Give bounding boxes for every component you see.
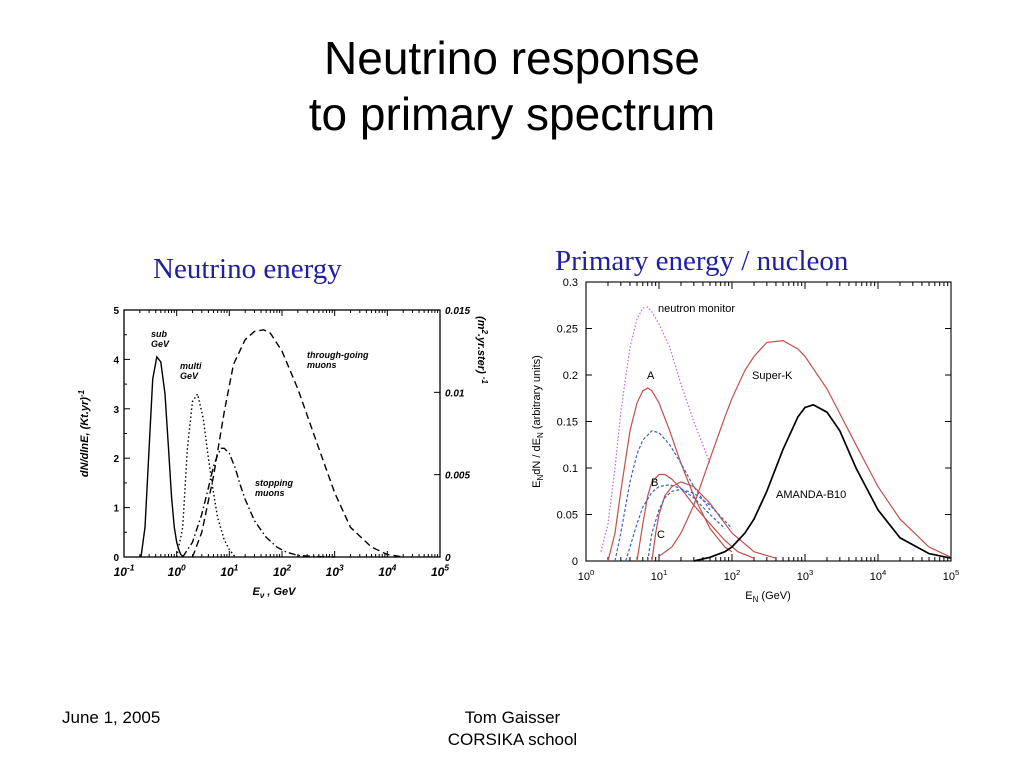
x-tick-label: 100 — [578, 568, 595, 583]
curve-label-super-k: Super-K — [752, 370, 793, 382]
y-tick-label: 2 — [113, 454, 119, 465]
series-line-a — [607, 387, 733, 562]
y-tick-label: 0.2 — [563, 370, 578, 382]
y-tick-label: 5 — [113, 306, 119, 317]
caption-primary-energy: Primary energy / nucleon — [555, 245, 849, 277]
y-tick-label: 0.25 — [557, 324, 578, 336]
x-tick-label: 103 — [326, 563, 344, 579]
footer-author: Tom Gaisser CORSIKA school — [400, 707, 625, 751]
plot-frame — [585, 281, 952, 562]
x-tick-label: 101 — [651, 568, 668, 583]
slide-title: Neutrino response to primary spectrum — [0, 30, 1024, 142]
title-line-1: Neutrino response — [324, 32, 700, 84]
x-tick-label: 10-1 — [114, 563, 135, 579]
series-label: multi — [180, 361, 202, 371]
series-line-amanda-b10 — [693, 403, 952, 562]
x-tick-label: 101 — [220, 563, 238, 579]
y2-tick-label: 0.005 — [445, 471, 470, 482]
curve-label-b: B — [651, 477, 658, 489]
plot-frame — [123, 309, 441, 558]
y-tick-label: 0 — [113, 553, 119, 564]
caption-neutrino-energy: Neutrino energy — [153, 253, 342, 285]
x-axis-label: EN (GeV) — [745, 590, 791, 604]
y2-tick-label: 0 — [445, 553, 451, 564]
x-tick-label: 105 — [431, 563, 449, 579]
x-tick-label: 104 — [870, 568, 887, 583]
chart-primary-energy: 100 101 102 103 104 105 0 0.05 0.1 0.15 0.2 0.25 0.3… — [531, 277, 959, 604]
x-tick-label: 102 — [724, 568, 741, 583]
curve-label-c: C — [657, 529, 665, 541]
y-axis-label: dN/dlnE, (Kt.yr)-1 — [77, 389, 91, 477]
y2-axis-label: (m2.yr.ster) -1 — [475, 316, 489, 384]
x-axis-label: Eν , GeV — [253, 586, 298, 600]
series-line-super-k — [658, 339, 952, 558]
series-label: GeV — [180, 371, 199, 381]
y-tick-label: 3 — [113, 405, 119, 416]
y-axis-label: ENdN / dEN (arbitrary units) — [531, 355, 545, 488]
series-line-multi-gev — [176, 392, 236, 558]
series-label: GeV — [151, 339, 170, 349]
series-label: stopping — [255, 478, 293, 488]
series-label: muons — [255, 488, 285, 498]
y-tick-label: 0.15 — [557, 417, 578, 429]
curve-label-amanda-b10: AMANDA-B10 — [776, 489, 846, 501]
footer-date: June 1, 2005 — [62, 708, 161, 727]
series-line-stopping-muons — [182, 447, 335, 558]
series-line-c-dashed- — [647, 488, 733, 562]
x-tick-label: 105 — [943, 568, 960, 583]
x-tick-label: 100 — [168, 563, 186, 579]
curve-label-neutron-monitor: neutron monitor — [658, 303, 735, 315]
chart-neutrino-energy: 10-1 100 101 102 103 104 10501234500.0050.010.… — [77, 306, 489, 600]
y-tick-label: 0 — [572, 556, 578, 568]
y-tick-label: 0.3 — [563, 277, 578, 289]
footer-author-name: Tom Gaisser — [464, 708, 561, 727]
footer-event: CORSIKA school — [447, 730, 578, 749]
y2-tick-label: 0.01 — [445, 388, 465, 399]
series-label: through-going — [307, 350, 369, 360]
y-tick-label: 4 — [113, 355, 119, 366]
x-tick-label: 104 — [378, 563, 396, 579]
series-line-a-dashed- — [614, 430, 711, 562]
title-line-2: to primary spectrum — [308, 88, 716, 140]
series-line-through-going-muons — [191, 329, 404, 558]
series-line-b — [636, 473, 755, 562]
series-line-b-dashed- — [625, 484, 726, 562]
y-tick-label: 0.1 — [563, 463, 578, 475]
series-label: sub — [151, 329, 168, 339]
x-tick-label: 103 — [797, 568, 814, 583]
curve-label-a: A — [647, 370, 655, 382]
x-tick-label: 102 — [273, 563, 291, 579]
y-tick-label: 0.05 — [557, 510, 578, 522]
series-label: muons — [307, 360, 337, 370]
y-tick-label: 1 — [113, 504, 119, 515]
series-line-sub-gev — [140, 355, 184, 558]
y2-tick-label: 0.015 — [445, 306, 470, 317]
series-line-c — [651, 481, 777, 562]
